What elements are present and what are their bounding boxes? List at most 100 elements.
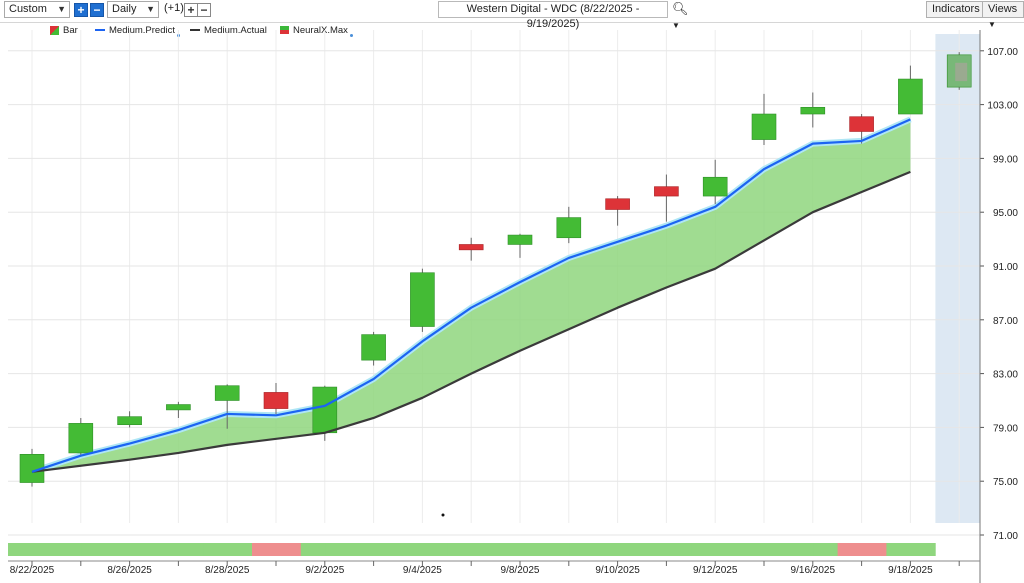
candle-body xyxy=(312,386,338,434)
offset-increase-button[interactable]: + xyxy=(184,3,198,17)
x-tick-label: 8/26/2025 xyxy=(107,565,152,576)
signal-strip-cell xyxy=(837,543,863,556)
signal-strip-cell xyxy=(496,543,521,556)
y-tick-label: 103.00 xyxy=(987,101,1018,112)
candle xyxy=(507,233,533,258)
layout-select[interactable]: Custom ▼ xyxy=(4,1,70,18)
candle xyxy=(68,417,94,456)
signal-strip-cell xyxy=(910,543,936,556)
legend-label: NeuralX.Max xyxy=(293,25,348,36)
forecast-inner-mark xyxy=(955,62,968,82)
signal-strip-cell xyxy=(325,543,351,556)
candle xyxy=(556,206,582,244)
y-tick-label: 95.00 xyxy=(993,208,1018,219)
predict-actual-fill xyxy=(32,119,911,472)
y-tick-label: 107.00 xyxy=(987,47,1018,58)
y-tick-label: 83.00 xyxy=(993,370,1018,381)
y-tick-label: 91.00 xyxy=(993,262,1018,273)
chevron-down-icon: ▼ xyxy=(146,4,155,14)
x-tick-label: 9/8/2025 xyxy=(501,565,540,576)
candle xyxy=(117,411,142,428)
signal-strip-cell xyxy=(813,543,839,556)
signal-strip-cell xyxy=(8,543,33,556)
signal-strip-cell xyxy=(398,543,424,556)
candle-body xyxy=(507,234,533,245)
candle-body xyxy=(556,217,582,239)
chart-title-box[interactable]: Western Digital - WDC (8/22/2025 - 9/19/… xyxy=(438,1,668,30)
candle-body xyxy=(800,106,826,115)
signal-strip-cell xyxy=(544,543,570,556)
zoom-in-button[interactable]: + xyxy=(74,3,88,17)
signal-strip-cell xyxy=(593,543,619,556)
forecast-candle xyxy=(946,52,972,90)
candle xyxy=(605,196,630,226)
candle xyxy=(751,93,777,145)
x-tick-label: 8/22/2025 xyxy=(10,565,55,576)
candle-body xyxy=(702,176,728,197)
signal-strip-cell xyxy=(886,543,912,556)
legend-item-medium-actual[interactable]: Medium.Actual xyxy=(190,24,267,37)
candle xyxy=(263,383,289,414)
x-tick-label: 9/16/2025 xyxy=(791,565,836,576)
signal-strip-cell xyxy=(300,543,326,556)
x-tick-label: 9/10/2025 xyxy=(595,565,640,576)
y-tick-label: 79.00 xyxy=(993,423,1018,434)
candle xyxy=(361,331,386,366)
signal-strip-cell xyxy=(715,543,741,556)
settings-dot-icon xyxy=(349,34,353,37)
y-tick-label: 87.00 xyxy=(993,316,1018,327)
signal-strip-cell xyxy=(374,543,399,556)
offset-label: (+1) xyxy=(164,2,184,14)
candle xyxy=(19,448,45,487)
candle-body xyxy=(410,272,435,327)
signal-strip-cell xyxy=(618,543,643,556)
bar-legend-icon xyxy=(50,25,59,35)
candle-body xyxy=(117,416,142,426)
indicators-button[interactable]: Indicators ▼ xyxy=(926,1,996,18)
candle xyxy=(702,159,728,205)
x-tick-label: 8/28/2025 xyxy=(205,565,250,576)
candle xyxy=(410,268,435,332)
candle-body xyxy=(263,392,289,409)
candle-body xyxy=(458,244,484,251)
candle-body xyxy=(654,186,679,197)
signal-strip-cell xyxy=(105,543,131,556)
x-tick-label: 9/2/2025 xyxy=(305,565,344,576)
signal-strip-cell xyxy=(154,543,180,556)
signal-strip-cell xyxy=(862,543,887,556)
signal-strip-cell xyxy=(666,543,692,556)
candle-body xyxy=(214,385,240,401)
candle-body xyxy=(605,198,630,210)
flag-legend-icon xyxy=(280,26,289,35)
x-tick-label: 9/12/2025 xyxy=(693,565,738,576)
signal-strip-cell xyxy=(569,543,595,556)
legend-item-bar[interactable]: Bar xyxy=(50,24,78,37)
layout-select-value: Custom xyxy=(9,3,47,15)
period-select[interactable]: Daily ▼ xyxy=(107,1,159,18)
candle xyxy=(654,174,679,222)
offset-decrease-button[interactable]: − xyxy=(197,3,211,17)
signal-strip-cell xyxy=(447,543,473,556)
candle xyxy=(458,237,484,261)
candle-body xyxy=(361,334,386,361)
price-chart[interactable]: 71.00 75.00 79.00 83.00 87.00 91.00 95.00 99.00… xyxy=(0,22,1024,583)
chevron-down-icon: ▼ xyxy=(57,4,66,14)
toolbar: Custom ▼ + − Daily ▼ (+1) + − Western Di… xyxy=(0,0,1024,30)
search-icon[interactable]: 🔍︎▼ xyxy=(672,1,689,30)
legend-item-neuralx-max[interactable]: NeuralX.Max xyxy=(280,24,353,37)
signal-strip-cell xyxy=(422,543,448,556)
zoom-out-button[interactable]: − xyxy=(90,3,104,17)
signal-strip-cell xyxy=(642,543,668,556)
y-tick-label: 99.00 xyxy=(993,154,1018,165)
x-tick-label: 9/18/2025 xyxy=(888,565,933,576)
candle-body xyxy=(166,404,191,411)
views-button[interactable]: Views ▼ xyxy=(982,1,1024,29)
candle xyxy=(166,401,191,418)
signal-strip-cell xyxy=(56,543,82,556)
signal-strip-cell xyxy=(227,543,253,556)
line-legend-icon xyxy=(95,29,105,32)
x-tick-label: 9/4/2025 xyxy=(403,565,442,576)
candle xyxy=(898,65,923,115)
signal-strip-cell xyxy=(471,543,497,556)
medium-predict-line xyxy=(31,118,911,473)
